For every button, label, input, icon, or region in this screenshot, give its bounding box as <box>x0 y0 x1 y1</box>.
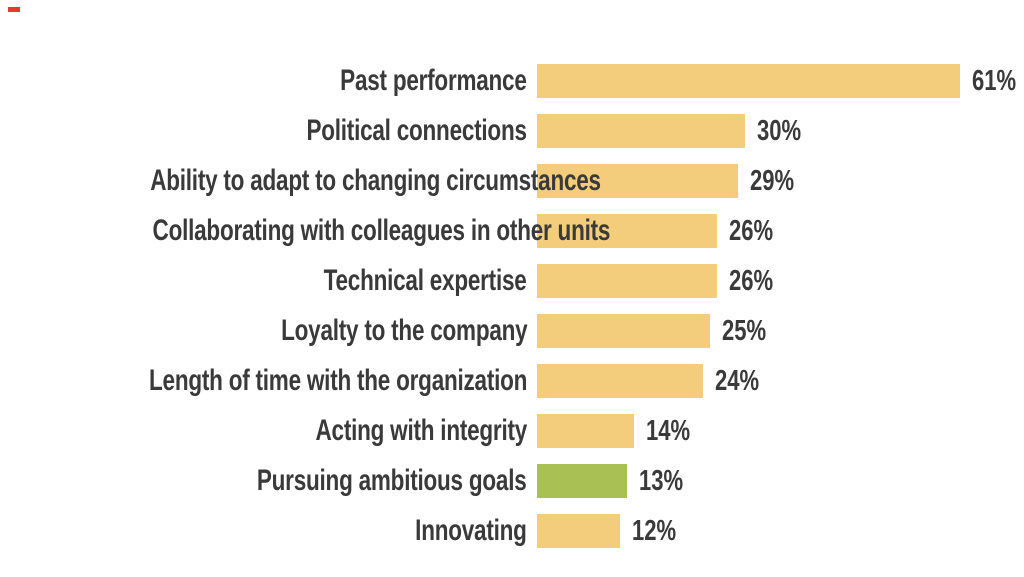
bar <box>537 514 620 548</box>
category-label: Ability to adapt to changing circumstanc… <box>0 164 601 198</box>
category-label: Collaborating with colleagues in other u… <box>0 214 611 248</box>
value-label: 25% <box>722 315 780 348</box>
red-corner-dash <box>8 7 20 12</box>
value-label-text: 24% <box>715 364 760 397</box>
value-label: 29% <box>750 165 808 198</box>
chart-row: Collaborating with colleagues in other u… <box>0 206 1024 256</box>
category-label-text: Ability to adapt to changing circumstanc… <box>150 164 601 197</box>
bar-chart: Past performance 61% Political connections… <box>0 56 1024 556</box>
chart-row: Past performance 61% <box>0 56 1024 106</box>
bar <box>537 414 634 448</box>
category-label: Political connections <box>0 114 528 148</box>
category-label: Loyalty to the company <box>0 314 528 348</box>
highlighted-bar <box>537 464 627 498</box>
value-label: 14% <box>646 415 704 448</box>
category-label: Innovating <box>0 514 528 548</box>
category-label: Length of time with the organization <box>0 364 527 398</box>
category-label-text: Collaborating with colleagues in other u… <box>152 214 611 247</box>
bar <box>537 164 738 198</box>
category-label-text: Loyalty to the company <box>280 314 528 347</box>
category-label: Acting with integrity <box>0 414 527 448</box>
value-label-text: 14% <box>646 414 691 447</box>
bar <box>537 314 710 348</box>
bar <box>537 214 717 248</box>
value-label: 30% <box>757 115 815 148</box>
value-label: 26% <box>729 265 787 298</box>
chart-row: Loyalty to the company 25% <box>0 306 1024 356</box>
chart-row: Length of time with the organization 24% <box>0 356 1024 406</box>
category-label-text: Technical expertise <box>324 264 527 297</box>
value-label-text: 61% <box>972 64 1017 97</box>
bar <box>537 364 703 398</box>
chart-row: Acting with integrity 14% <box>0 406 1024 456</box>
value-label-text: 29% <box>750 164 795 197</box>
bar <box>537 114 745 148</box>
category-label: Pursuing ambitious goals <box>0 464 527 498</box>
value-label: 13% <box>639 465 697 498</box>
value-label: 26% <box>729 215 787 248</box>
category-label-text: Pursuing ambitious goals <box>257 464 527 497</box>
value-label-text: 26% <box>729 264 774 297</box>
bar <box>537 64 960 98</box>
bar <box>537 264 717 298</box>
value-label-text: 13% <box>639 464 684 497</box>
value-label-text: 26% <box>729 214 774 247</box>
category-label-text: Political connections <box>306 114 528 147</box>
category-label-text: Length of time with the organization <box>148 364 527 397</box>
chart-row: Innovating 12% <box>0 506 1024 556</box>
value-label-text: 30% <box>757 114 802 147</box>
value-label-text: 12% <box>632 514 677 547</box>
chart-row: Technical expertise 26% <box>0 256 1024 306</box>
category-label-text: Past performance <box>340 64 528 97</box>
category-label: Past performance <box>0 64 528 98</box>
value-label: 12% <box>632 515 690 548</box>
value-label-text: 25% <box>722 314 767 347</box>
value-label: 24% <box>715 365 773 398</box>
category-label: Technical expertise <box>0 264 527 298</box>
value-label: 61% <box>972 65 1024 98</box>
chart-row: Ability to adapt to changing circumstanc… <box>0 156 1024 206</box>
category-label-text: Innovating <box>415 514 528 547</box>
chart-row: Political connections 30% <box>0 106 1024 156</box>
category-label-text: Acting with integrity <box>315 414 527 447</box>
chart-row: Pursuing ambitious goals 13% <box>0 456 1024 506</box>
